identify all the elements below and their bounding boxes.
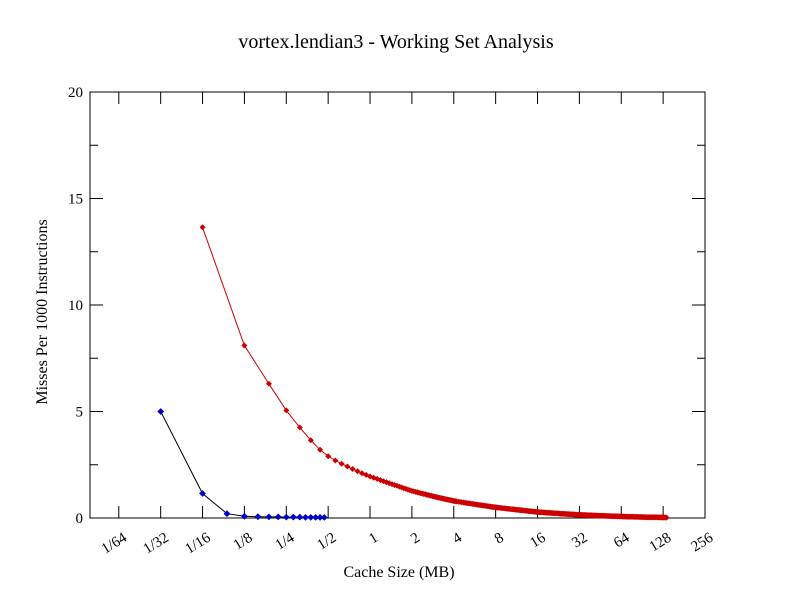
- y-tick-label: 20: [68, 85, 83, 101]
- x-tick-label: 16: [527, 530, 549, 552]
- y-tick-label: 5: [76, 405, 84, 421]
- x-tick-label: 128: [647, 530, 675, 555]
- x-tick-label: 256: [689, 530, 717, 556]
- series-blue-markers: [157, 408, 328, 521]
- chart-title: vortex.lendian3 - Working Set Analysis: [238, 31, 553, 53]
- y-tick-label: 15: [68, 192, 83, 208]
- x-tick-label: 1/32: [141, 530, 172, 558]
- x-tick-label: 1/4: [273, 530, 298, 554]
- x-tick-label: 1/64: [99, 530, 131, 558]
- x-tick-label: 1: [366, 530, 381, 548]
- x-tick-label: 8: [492, 530, 507, 548]
- x-tick-label: 32: [569, 530, 590, 552]
- y-axis-title: Misses Per 1000 Instructions: [34, 219, 51, 404]
- series-red-markers: [199, 224, 670, 521]
- x-tick-label: 1/8: [231, 530, 256, 554]
- x-tick-label: 64: [611, 530, 633, 552]
- series-red-line: [202, 227, 667, 519]
- x-tick-label: 1/2: [315, 530, 340, 554]
- y-tick-label: 0: [76, 511, 84, 527]
- x-tick-label: 4: [450, 530, 465, 548]
- y-tick-label: 10: [68, 298, 83, 314]
- data-series: [157, 224, 670, 521]
- x-tick-label: 1/16: [183, 530, 215, 558]
- x-tick-label: 2: [408, 530, 423, 548]
- axis-tick-labels: 1/64 1/32 1/16 1/8 1/4 1/2 1 2 4 8 16 32 64 128 256 0 5 1…: [68, 85, 717, 558]
- x-axis-title: Cache Size (MB): [343, 564, 454, 581]
- axis-ticks: [90, 91, 706, 519]
